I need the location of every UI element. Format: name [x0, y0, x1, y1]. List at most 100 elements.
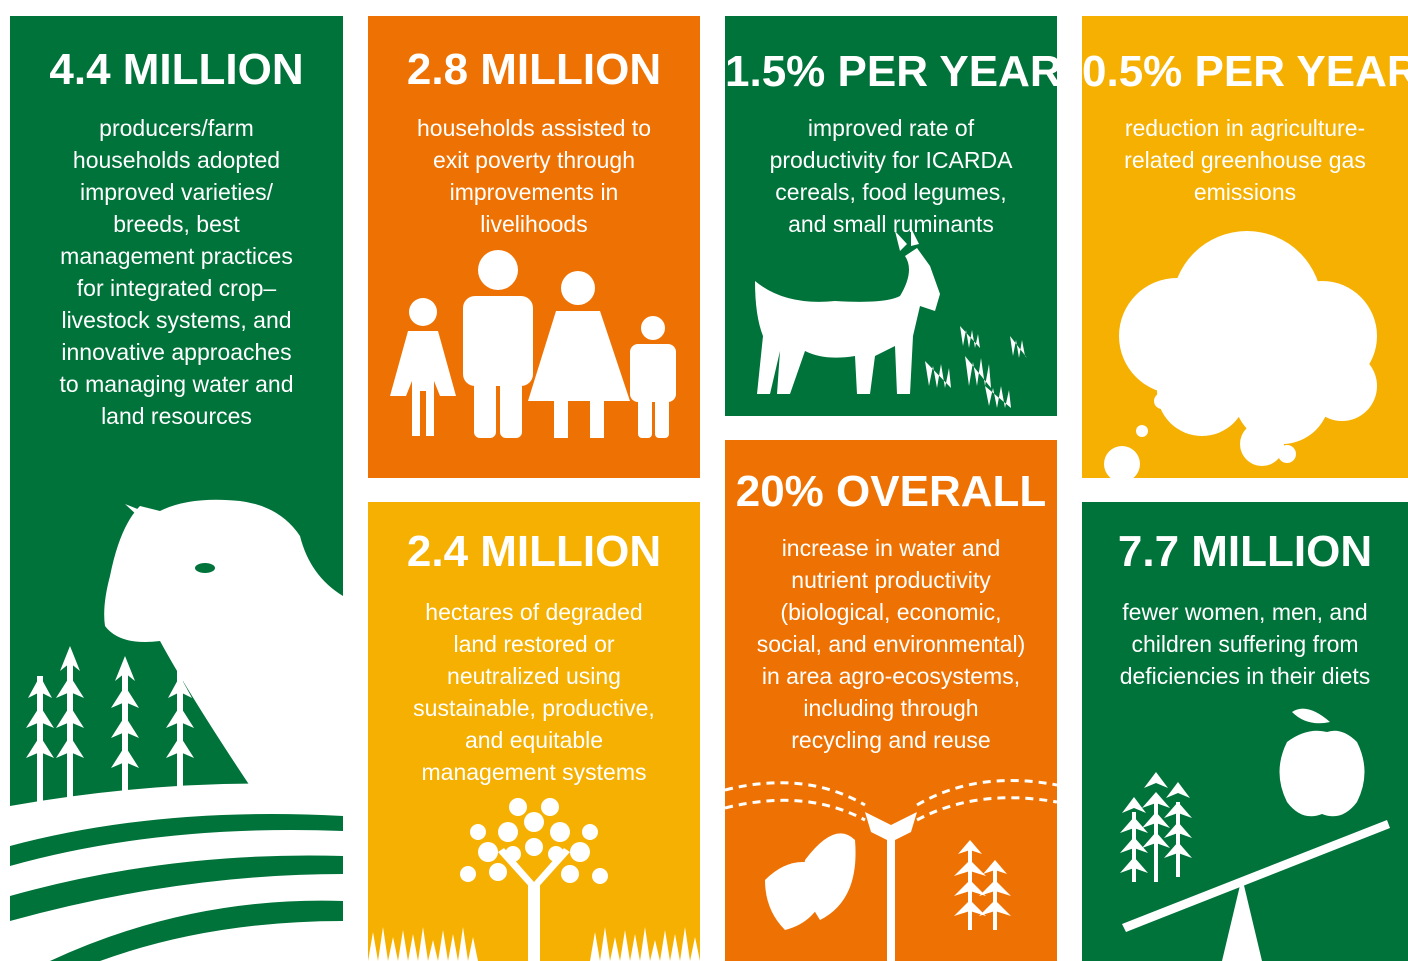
- icon-shape: [968, 850, 972, 930]
- icon-shape: [561, 271, 595, 305]
- tile-text: for integrated crop–: [10, 272, 343, 304]
- tile-text: fewer women, men, and: [1082, 596, 1408, 628]
- tile-text: households assisted to: [368, 112, 700, 144]
- icon-shape: [1240, 422, 1284, 466]
- icon-shape: [925, 326, 1027, 408]
- icon-shape: [592, 868, 608, 884]
- icon-shape: [590, 927, 700, 961]
- tile-text: producers/farm: [10, 112, 343, 144]
- icon-shape: [478, 250, 518, 290]
- icon-shape: [561, 865, 579, 883]
- tile-text: children suffering from: [1082, 628, 1408, 660]
- icon-shape: [489, 863, 507, 881]
- tile-text: increase in water and: [725, 532, 1057, 564]
- tile-text: recycling and reuse: [725, 724, 1057, 756]
- tile-text: livestock systems, and: [10, 304, 343, 336]
- icon-shape: [1278, 445, 1296, 463]
- icon-shape: [917, 781, 1057, 806]
- icon-shape: [368, 927, 478, 961]
- icon-shape: [917, 798, 1057, 820]
- tile-text: in area agro-ecosystems,: [725, 660, 1057, 692]
- icon-shape: [525, 838, 543, 856]
- icon-shape: [390, 331, 456, 436]
- icon-shape: [1104, 231, 1377, 478]
- tile-text: innovative approaches: [10, 336, 343, 368]
- tile-text: (biological, economic,: [725, 596, 1057, 628]
- icon-shape: [40, 656, 180, 806]
- icon-shape: [993, 870, 997, 930]
- icon-shape: [368, 798, 700, 961]
- tile-text: to managing water and: [10, 368, 343, 400]
- tile-text: including through: [725, 692, 1057, 724]
- tile-text: social, and environmental): [725, 628, 1057, 660]
- tile-text: cereals, food legumes,: [725, 176, 1057, 208]
- icon-shape: [500, 356, 522, 438]
- icon-shape: [641, 316, 665, 340]
- tile-text: reduction in agriculture-: [1082, 112, 1408, 144]
- icon-shape: [528, 882, 540, 961]
- icon-shape: [1307, 351, 1377, 421]
- tile-text: management systems: [368, 756, 700, 788]
- icon-shape: [655, 386, 669, 438]
- icon-shape: [725, 781, 1057, 821]
- tile-text: improved rate of: [725, 112, 1057, 144]
- icon-shape: [1120, 707, 1390, 961]
- icon-shape: [570, 842, 590, 862]
- tile: 2.4 MILLIONhectares of degradedland rest…: [368, 502, 700, 961]
- icon-shape: [470, 824, 486, 840]
- icon-shape: [1136, 425, 1148, 437]
- icon-shape: [1104, 446, 1140, 478]
- icon-shape: [630, 344, 676, 402]
- tile-title: 7.7 MILLION: [1082, 527, 1408, 577]
- tile-text: breeds, best: [10, 208, 343, 240]
- icon-shape: [1292, 707, 1332, 732]
- icon-shape: [460, 866, 476, 882]
- icon-shape: [541, 798, 559, 816]
- icon-shape: [548, 846, 564, 862]
- tile-text: households adopted: [10, 144, 343, 176]
- icon-shape: [460, 798, 608, 884]
- infographic: {"tiles": [ {"title": "4.4 MILLION", "li…: [0, 0, 1408, 961]
- tile-title: 4.4 MILLION: [10, 45, 343, 95]
- icon-shape: [765, 812, 1011, 961]
- icon-shape: [26, 646, 194, 768]
- icon-shape: [1154, 393, 1170, 409]
- tile-text: deficiencies in their diets: [1082, 660, 1408, 692]
- tile-text: exit poverty through: [368, 144, 700, 176]
- tile-text: land resources: [10, 400, 343, 432]
- icon-shape: [195, 563, 215, 573]
- icon-shape: [463, 296, 533, 386]
- icon-shape: [509, 798, 527, 816]
- icon-shape: [1122, 820, 1390, 932]
- tile-title: 2.8 MILLION: [368, 45, 700, 95]
- tile-text: improved varieties/: [10, 176, 343, 208]
- icon-shape: [582, 824, 598, 840]
- icon-shape: [478, 842, 498, 862]
- icon-shape: [1157, 346, 1247, 436]
- tile-text: emissions: [1082, 176, 1408, 208]
- icon-shape: [390, 250, 676, 438]
- tile-text: improvements in: [368, 176, 700, 208]
- icon-shape: [474, 356, 496, 438]
- icon-shape: [505, 846, 521, 862]
- tile-text: livelihoods: [368, 208, 700, 240]
- tile: 0.5% PER YEARreduction in agriculture-re…: [1082, 16, 1408, 478]
- tile-text: productivity for ICARDA: [725, 144, 1057, 176]
- tile-text: nutrient productivity: [725, 564, 1057, 596]
- tile-text: sustainable, productive,: [368, 692, 700, 724]
- icon-shape: [550, 822, 570, 842]
- tile-title: 20% OVERALL: [725, 467, 1057, 517]
- icon-shape: [498, 822, 518, 842]
- tile-text: related greenhouse gas: [1082, 144, 1408, 176]
- tile-text: management practices: [10, 240, 343, 272]
- icon-shape: [524, 812, 544, 832]
- tile-text: and small ruminants: [725, 208, 1057, 240]
- tile-title: 1.5% PER YEAR: [725, 47, 1057, 97]
- tile-text: land restored or: [368, 628, 700, 660]
- icon-shape: [638, 386, 652, 438]
